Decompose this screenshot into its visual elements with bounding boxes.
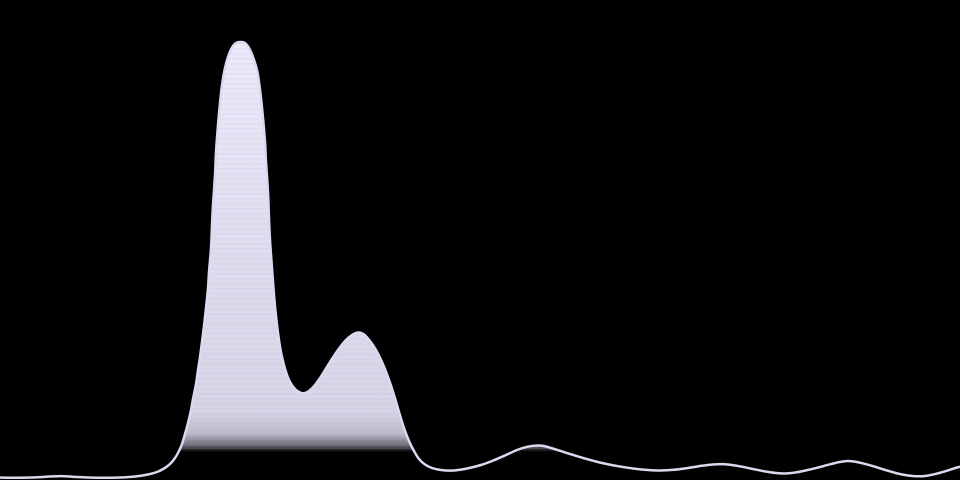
area-banding-overlay	[179, 41, 555, 449]
curve-line	[0, 40, 960, 480]
